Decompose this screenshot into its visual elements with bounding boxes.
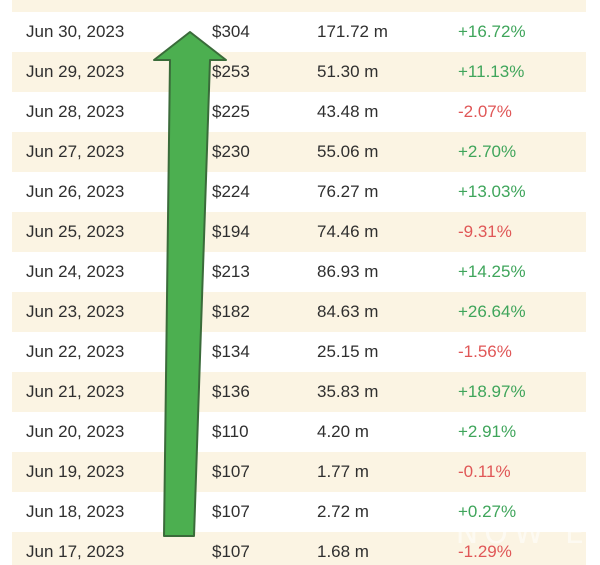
table-body: Jun 30, 2023 $304 171.72 m +16.72% Jun 29, 2… — [12, 12, 586, 565]
volume-cell: 55.06 m — [317, 142, 379, 161]
price-cell: $134 — [212, 342, 250, 361]
table-row: Jun 28, 2023 $225 43.48 m -2.07% — [12, 92, 586, 132]
table-row: Jun 22, 2023 $134 25.15 m -1.56% — [12, 332, 586, 372]
price-cell: $107 — [212, 502, 250, 521]
price-cell: $136 — [212, 382, 250, 401]
date-cell: Jun 28, 2023 — [26, 102, 125, 121]
change-cell: -2.07% — [458, 102, 512, 121]
change-cell: +13.03% — [458, 182, 526, 201]
price-cell: $194 — [212, 222, 250, 241]
price-cell: $225 — [212, 102, 250, 121]
change-cell: +11.13% — [458, 62, 525, 81]
table-row: Jun 18, 2023 $107 2.72 m +0.27% — [12, 492, 586, 532]
date-cell: Jun 21, 2023 — [26, 382, 125, 401]
volume-cell: 43.48 m — [317, 102, 379, 121]
price-cell: $213 — [212, 262, 250, 281]
table-row: Jun 23, 2023 $182 84.63 m +26.64% — [12, 292, 586, 332]
volume-cell: 84.63 m — [317, 302, 379, 321]
change-cell: +16.72% — [458, 22, 526, 41]
price-history-table: Jun 30, 2023 $304 171.72 m +16.72% Jun 29, 2… — [12, 0, 586, 565]
table-row: Jun 24, 2023 $213 86.93 m +14.25% — [12, 252, 586, 292]
date-cell: Jun 26, 2023 — [26, 182, 125, 201]
table-row-partial — [12, 0, 586, 12]
volume-cell: 86.93 m — [317, 262, 379, 281]
date-cell: Jun 19, 2023 — [26, 462, 125, 481]
table-row: Jun 26, 2023 $224 76.27 m +13.03% — [12, 172, 586, 212]
date-cell: Jun 22, 2023 — [26, 342, 125, 361]
price-cell: $182 — [212, 302, 250, 321]
change-cell: -1.56% — [458, 342, 512, 361]
date-cell: Jun 30, 2023 — [26, 22, 125, 41]
change-cell: -1.29% — [458, 542, 512, 561]
volume-cell: 4.20 m — [317, 422, 369, 441]
date-cell: Jun 20, 2023 — [26, 422, 125, 441]
volume-cell: 2.72 m — [317, 502, 369, 521]
table-row: Jun 25, 2023 $194 74.46 m -9.31% — [12, 212, 586, 252]
price-cell: $304 — [212, 22, 250, 41]
table-row: Jun 19, 2023 $107 1.77 m -0.11% — [12, 452, 586, 492]
date-cell: Jun 24, 2023 — [26, 262, 125, 281]
price-cell: $107 — [212, 462, 250, 481]
volume-cell: 25.15 m — [317, 342, 379, 361]
volume-cell: 171.72 m — [317, 22, 388, 41]
table-row: Jun 17, 2023 $107 1.68 m -1.29% — [12, 532, 586, 565]
volume-cell: 74.46 m — [317, 222, 379, 241]
change-cell: -9.31% — [458, 222, 512, 241]
change-cell: +18.97% — [458, 382, 526, 401]
date-cell: Jun 17, 2023 — [26, 542, 125, 561]
change-cell: +2.70% — [458, 142, 517, 161]
date-cell: Jun 23, 2023 — [26, 302, 125, 321]
change-cell: +14.25% — [458, 262, 526, 281]
volume-cell: 51.30 m — [317, 62, 379, 81]
price-cell: $224 — [212, 182, 250, 201]
price-cell: $230 — [212, 142, 250, 161]
price-cell: $110 — [212, 422, 249, 441]
table-row: Jun 21, 2023 $136 35.83 m +18.97% — [12, 372, 586, 412]
volume-cell: 1.77 m — [317, 462, 369, 481]
date-cell: Jun 25, 2023 — [26, 222, 125, 241]
table-row: Jun 27, 2023 $230 55.06 m +2.70% — [12, 132, 586, 172]
date-cell: Jun 18, 2023 — [26, 502, 125, 521]
change-cell: +2.91% — [458, 422, 517, 441]
table-row: Jun 30, 2023 $304 171.72 m +16.72% — [12, 12, 586, 52]
date-cell: Jun 27, 2023 — [26, 142, 125, 161]
change-cell: +26.64% — [458, 302, 526, 321]
volume-cell: 1.68 m — [317, 542, 369, 561]
price-cell: $253 — [212, 62, 250, 81]
change-cell: +0.27% — [458, 502, 517, 521]
price-cell: $107 — [212, 542, 250, 561]
table-row: Jun 29, 2023 $253 51.30 m +11.13% — [12, 52, 586, 92]
volume-cell: 35.83 m — [317, 382, 379, 401]
volume-cell: 76.27 m — [317, 182, 379, 201]
date-cell: Jun 29, 2023 — [26, 62, 125, 81]
change-cell: -0.11% — [458, 462, 511, 481]
table-row: Jun 20, 2023 $110 4.20 m +2.91% — [12, 412, 586, 452]
